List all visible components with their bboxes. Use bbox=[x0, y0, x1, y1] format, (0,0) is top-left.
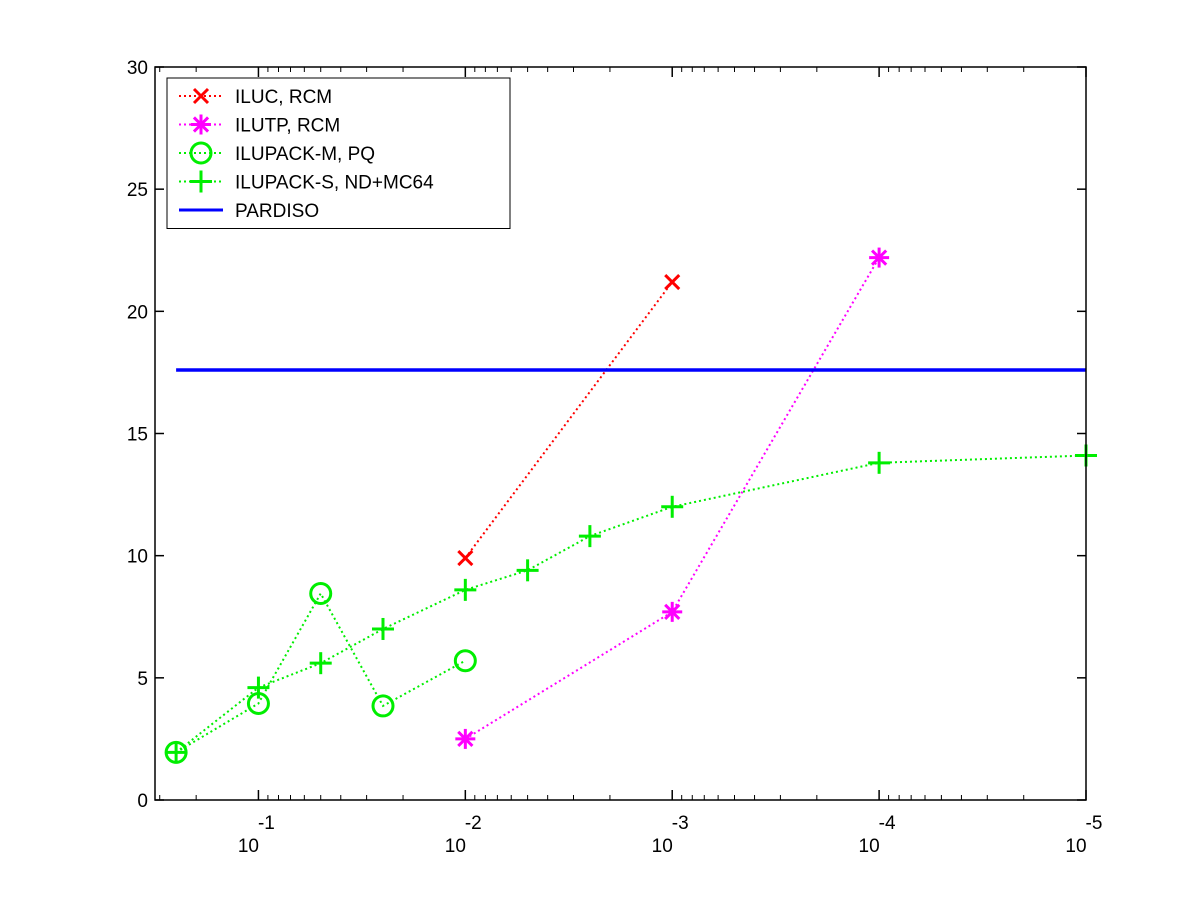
circle-marker bbox=[371, 694, 395, 718]
circle-marker bbox=[189, 141, 213, 165]
data-point bbox=[247, 676, 270, 699]
legend-entry: PARDISO bbox=[179, 201, 319, 222]
circle-marker bbox=[309, 582, 333, 606]
series-0 bbox=[457, 273, 681, 567]
asterisk-marker-stroke bbox=[457, 730, 474, 748]
x-tick-label-base: 10 bbox=[1065, 836, 1086, 857]
legend-entry: ILUPACK-M, PQ bbox=[179, 141, 375, 165]
y-tick-label: 10 bbox=[127, 547, 148, 568]
y-tick-label: 5 bbox=[137, 669, 148, 690]
asterisk-marker-stroke bbox=[192, 116, 210, 133]
legend: ILUC, RCM ILUTP, RCM ILUPACK-M, PQ ILUPACK-… bbox=[166, 77, 511, 229]
data-point bbox=[664, 273, 681, 291]
legend-marker bbox=[189, 141, 213, 165]
data-point bbox=[371, 617, 394, 640]
legend-marker bbox=[192, 87, 210, 105]
asterisk-marker-stroke bbox=[664, 603, 681, 620]
data-point bbox=[868, 451, 891, 474]
asterisk-marker-stroke bbox=[870, 249, 888, 266]
legend-entry: ILUTP, RCM bbox=[179, 114, 340, 137]
legend-label: ILUTP, RCM bbox=[235, 116, 340, 137]
data-point bbox=[455, 728, 476, 749]
legend-entry: ILUC, RCM bbox=[179, 87, 332, 108]
x-tick-label-exponent: -1 bbox=[258, 813, 275, 834]
x-tick-label-exponent: -4 bbox=[879, 813, 896, 834]
y-tick-label: 20 bbox=[127, 302, 148, 323]
data-point bbox=[869, 247, 890, 268]
x-tick-label-base: 10 bbox=[652, 836, 673, 857]
data-point bbox=[371, 694, 395, 718]
y-tick-label: 0 bbox=[137, 791, 148, 812]
y-tick-label: 30 bbox=[127, 58, 148, 79]
series-1 bbox=[455, 247, 890, 749]
data-point bbox=[662, 601, 683, 622]
series-line bbox=[175, 591, 466, 754]
series-layer bbox=[164, 247, 1097, 764]
data-point bbox=[453, 649, 477, 673]
x-tick-label-exponent: -3 bbox=[672, 813, 689, 834]
x-tick-label-base: 10 bbox=[445, 836, 466, 857]
x-marker-stroke bbox=[192, 87, 210, 105]
legend-marker bbox=[191, 114, 211, 135]
legend-label: ILUPACK-S, ND+MC64 bbox=[235, 173, 434, 194]
data-point bbox=[457, 550, 474, 567]
x-tick-label-exponent: -2 bbox=[465, 813, 482, 834]
y-tick-label: 15 bbox=[127, 425, 148, 446]
x-tick-label-base: 10 bbox=[859, 836, 880, 857]
plot-area-frame bbox=[154, 66, 1087, 801]
data-point bbox=[578, 525, 601, 548]
legend-entry: ILUPACK-S, ND+MC64 bbox=[179, 170, 434, 194]
data-point bbox=[309, 652, 332, 675]
x-marker-stroke bbox=[664, 273, 681, 291]
data-point bbox=[661, 495, 684, 518]
x-marker-stroke bbox=[457, 550, 474, 567]
legend-label: ILUPACK-M, PQ bbox=[235, 144, 375, 165]
legend-label: PARDISO bbox=[235, 201, 319, 222]
series-line bbox=[175, 454, 1087, 754]
legend-box bbox=[166, 77, 511, 229]
legend-marker bbox=[190, 170, 212, 193]
data-point bbox=[165, 741, 188, 764]
circle-marker bbox=[453, 649, 477, 673]
x-tick-label-base: 10 bbox=[238, 836, 259, 857]
x-tick-label-exponent: -5 bbox=[1086, 813, 1103, 834]
data-point bbox=[454, 578, 477, 601]
data-point bbox=[516, 559, 539, 582]
legend-label: ILUC, RCM bbox=[235, 87, 332, 108]
series-line bbox=[464, 257, 880, 740]
data-point bbox=[309, 582, 333, 606]
y-tick-label: 25 bbox=[127, 180, 148, 201]
